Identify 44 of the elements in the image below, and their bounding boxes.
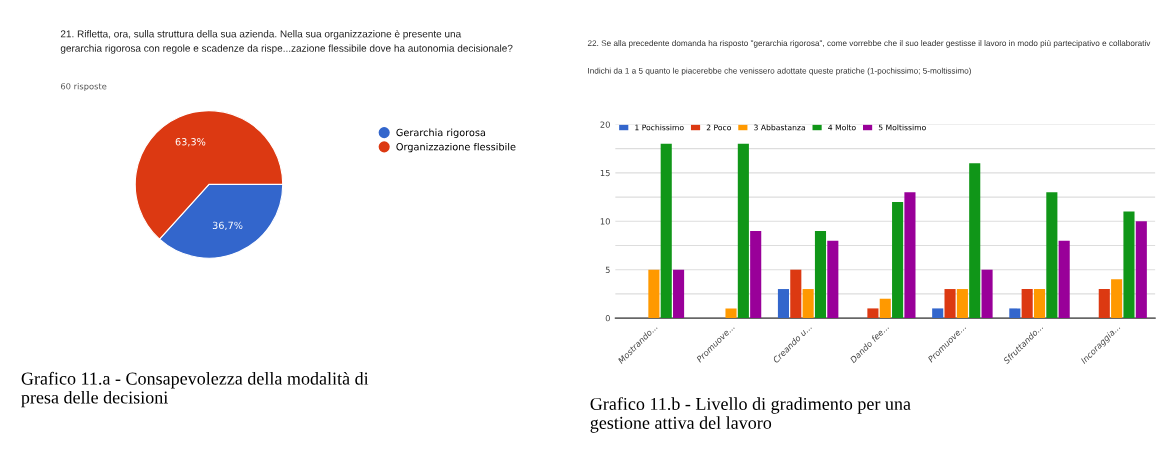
bar: [1033, 289, 1046, 319]
bar: [814, 230, 827, 319]
chart-subtitle: 60 risposte: [60, 82, 107, 92]
text: Grafico 11.b - Livello di gradimento per una gestione attiva del lavoro: [590, 397, 911, 433]
y-tick-label: 15: [600, 169, 610, 177]
bar: [1021, 289, 1033, 319]
bar: [879, 298, 891, 319]
bar: [1046, 192, 1058, 319]
y-tick-label: 0: [605, 315, 610, 322]
bar: [737, 143, 749, 319]
bar: [892, 201, 904, 319]
bar: [802, 289, 814, 319]
bar: [944, 289, 956, 319]
bar: [956, 289, 968, 319]
bar: [1009, 308, 1021, 319]
data-label: 36,7%: [212, 221, 243, 231]
bar: [904, 192, 916, 319]
bar: [673, 269, 685, 319]
y-tick-label: 10: [600, 218, 610, 225]
y-tick-label: 20: [600, 121, 610, 128]
bar: [725, 308, 737, 319]
bar: [867, 308, 879, 319]
bar: [648, 269, 660, 319]
text: Grafico 11.a - Consapevolezza della modalità di presa delle decisioni: [21, 371, 369, 408]
data-label: 63,3%: [175, 138, 206, 147]
bar: [790, 269, 802, 319]
bar: [1123, 211, 1135, 319]
bar: [1111, 279, 1123, 319]
bar: [932, 308, 944, 319]
chart-title: 21. Rifletta, ora, sulla struttura della sua azienda. Nella sua organizzazione è presente una gerarchia rigorosa con regole e scadenze da rispe...zazione flessibile dove ha autonomia decisionale?: [60, 29, 513, 54]
legend-label: Gerarchia rigorosa: [396, 128, 486, 139]
bar: [777, 289, 790, 319]
y-tick-label: 5: [605, 266, 610, 273]
bar: [981, 269, 993, 319]
bar: [1135, 221, 1147, 319]
legend-label: Organizzazione flessibile: [396, 142, 516, 153]
bar: [750, 230, 762, 319]
bar: [660, 143, 672, 319]
bar: [969, 163, 981, 319]
chart-subtitle: Indichi da 1 a 5 quanto le piacerebbe che venissero adottate queste pratiche (1-pochissimo; 5-moltissimo): [588, 67, 971, 76]
chart-title: 22. Se alla precedente domanda ha risposto "gerarchia rigorosa", come vorrebbe che il suo leader gestisse il lavoro in modo più partecipativo e collaborativ: [587, 39, 1151, 48]
bar: [1058, 240, 1070, 319]
bar: [827, 240, 839, 319]
bar: [1098, 289, 1110, 319]
